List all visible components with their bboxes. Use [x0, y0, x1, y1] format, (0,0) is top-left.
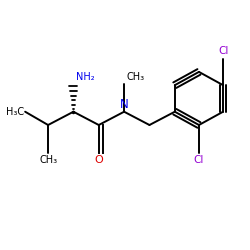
Text: CH₃: CH₃ [126, 72, 145, 82]
Text: NH₂: NH₂ [76, 72, 94, 82]
Text: O: O [94, 155, 103, 165]
Text: Cl: Cl [218, 46, 228, 56]
Text: N: N [120, 98, 128, 110]
Text: Cl: Cl [194, 155, 204, 165]
Text: H₃C: H₃C [6, 107, 24, 117]
Text: CH₃: CH₃ [39, 155, 57, 165]
